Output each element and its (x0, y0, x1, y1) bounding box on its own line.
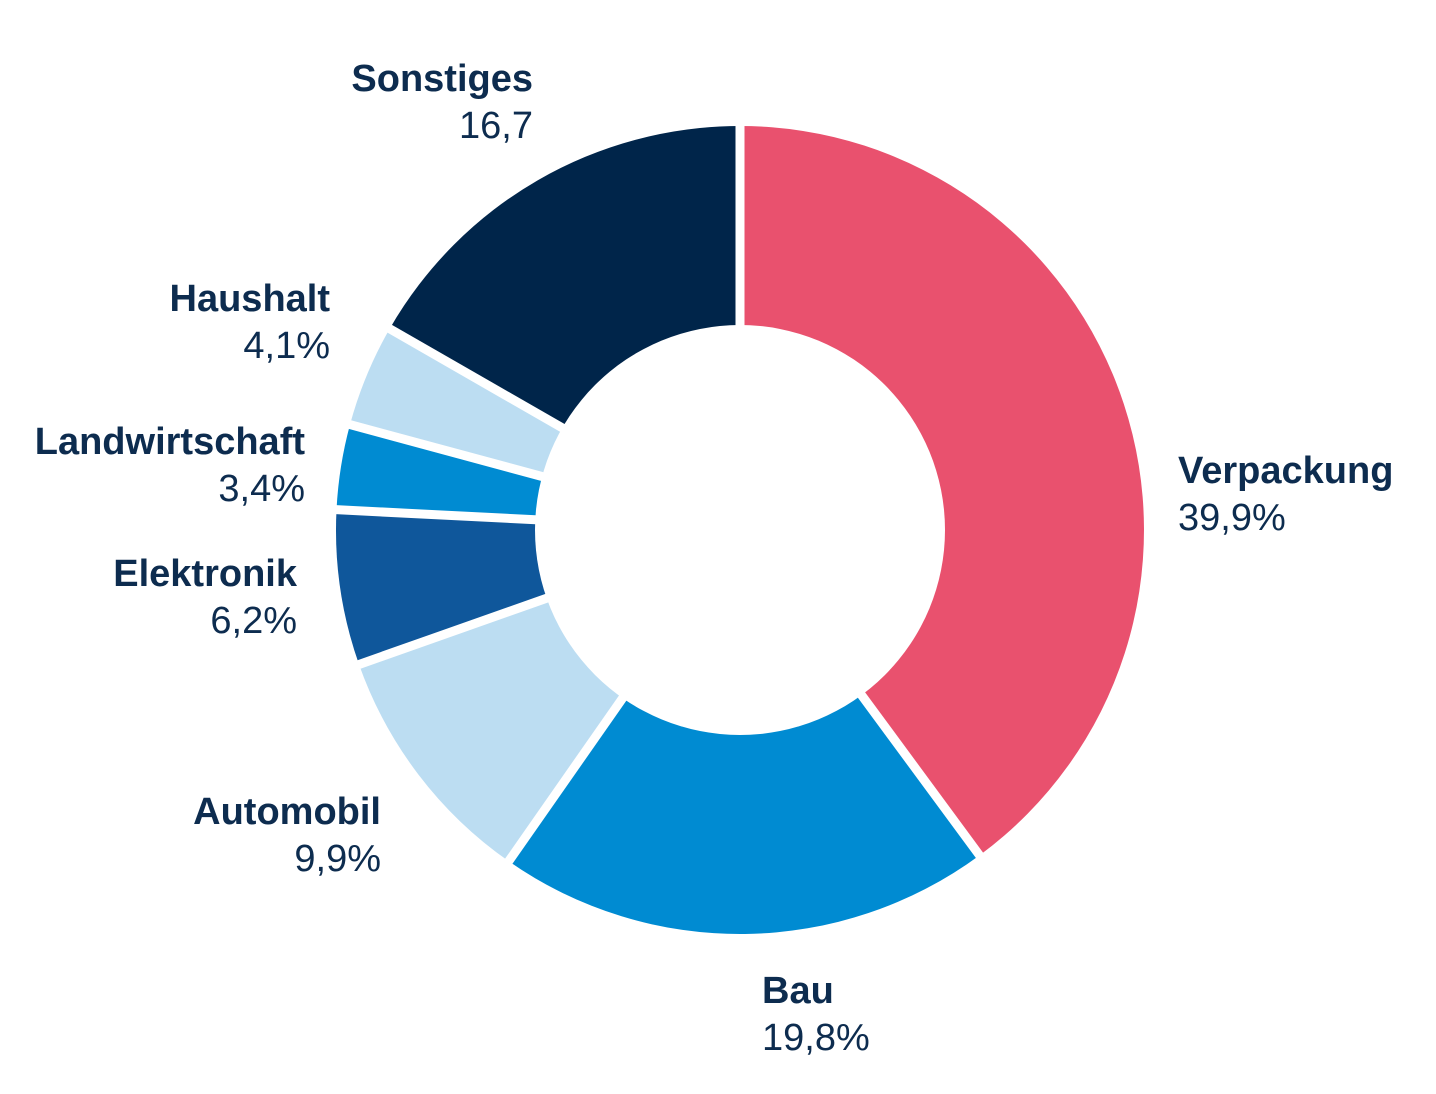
slice-label-verpackung: Verpackung 39,9% (1178, 448, 1393, 542)
slice-label-value: 4,1% (243, 325, 330, 367)
donut-hole (535, 325, 945, 735)
slice-label-value: 19,8% (762, 1017, 870, 1059)
slice-label-name: Bau (762, 970, 834, 1012)
slice-label-name: Haushalt (169, 278, 330, 320)
slice-label-value: 3,4% (218, 468, 305, 510)
slice-label-sonstiges: Sonstiges 16,7 (351, 56, 533, 150)
slice-label-landwirtschaft: Landwirtschaft 3,4% (35, 419, 305, 513)
slice-label-name: Automobil (193, 791, 381, 833)
slice-label-bau: Bau 19,8% (762, 968, 870, 1062)
slice-label-value: 6,2% (210, 600, 297, 642)
slice-label-name: Verpackung (1178, 450, 1394, 492)
slice-label-elektronik: Elektronik 6,2% (113, 551, 297, 645)
slice-label-value: 39,9% (1178, 497, 1286, 539)
slice-label-value: 9,9% (294, 838, 381, 880)
slice-label-haushalt: Haushalt 4,1% (170, 276, 330, 370)
slice-label-name: Elektronik (113, 553, 297, 595)
slice-label-automobil: Automobil 9,9% (193, 789, 381, 883)
slice-verpackung (740, 126, 1144, 856)
slice-label-name: Sonstiges (351, 58, 533, 100)
slice-label-name: Landwirtschaft (34, 421, 305, 463)
slice-label-value: 16,7 (459, 105, 533, 147)
